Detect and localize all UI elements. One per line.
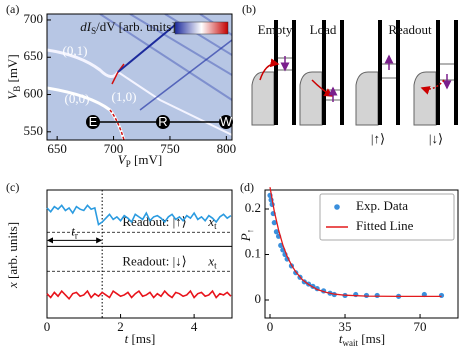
label-unit: [arb. units]	[5, 222, 20, 282]
x-tick-label: 70	[414, 319, 427, 334]
readout-label: Readout: |↑⟩	[122, 214, 186, 229]
readout-label: Readout: |↓⟩	[122, 253, 186, 268]
label-subscript: t	[214, 260, 217, 270]
charge-state: (0,0)	[65, 91, 90, 106]
y-tick-label: 700	[24, 11, 44, 26]
trace	[46, 289, 232, 301]
y-tick-label: 550	[24, 123, 44, 138]
axis-label: xt	[207, 214, 217, 231]
label-symbol: V	[5, 90, 20, 100]
label-subscript: t	[214, 221, 217, 231]
panel-label: (b)	[242, 2, 256, 16]
axis-label: dIS/dV [arb. units]	[80, 19, 175, 36]
label-symbol: P	[238, 233, 253, 242]
legend-label: Exp. Data	[356, 198, 408, 213]
energy-diagrams	[251, 20, 458, 126]
trace	[46, 204, 232, 226]
axis-label: VB [mV]	[5, 54, 22, 99]
plot-frame	[46, 13, 233, 141]
charge-state: (1,0)	[112, 89, 137, 104]
y-tick-label: 0.2	[245, 200, 261, 215]
label-subscript: r	[75, 230, 78, 240]
x-tick-label: 4	[191, 319, 198, 334]
label-subscript: wait	[343, 338, 359, 348]
panel-label: (a)	[6, 2, 19, 16]
colorbar	[174, 21, 229, 35]
stage-label: Readout	[388, 22, 432, 37]
gate-marker-label: R	[158, 114, 167, 129]
label-unit: /dV [arb. units]	[96, 19, 176, 34]
heatmap-image	[47, 14, 232, 140]
gate-marker	[86, 115, 100, 129]
data-point	[271, 220, 277, 226]
legend-label: Fitted Line	[356, 218, 414, 233]
fit-line	[269, 187, 442, 297]
axis-label: tr	[71, 223, 78, 240]
axis-label: VP [mV]	[118, 152, 162, 169]
label-symbol: t	[339, 331, 343, 346]
legend-box	[319, 193, 455, 241]
x-tick-label: 2	[117, 319, 124, 334]
state-label: |↑⟩	[371, 131, 385, 146]
charge-state: (0,1)	[63, 43, 88, 58]
label-symbol: x	[207, 253, 214, 268]
label-subscript: B	[12, 86, 22, 92]
label-unit: [ms]	[128, 331, 155, 346]
x-tick-label: 800	[217, 141, 237, 156]
x-tick-label: 650	[47, 141, 67, 156]
y-tick-label: 0	[255, 291, 262, 306]
axis-label: x [arb. units]	[5, 222, 20, 289]
data-point	[273, 229, 280, 235]
label-unit: [mV]	[5, 54, 20, 85]
axis-label: xt	[207, 253, 217, 270]
y-tick-label: 0.1	[245, 245, 261, 260]
gate-marker-label: W	[220, 114, 233, 129]
x-tick-label: 750	[160, 141, 180, 156]
label-symbol: dI	[80, 19, 92, 34]
y-tick-label: 650	[24, 48, 44, 63]
label-unit: [ms]	[358, 331, 385, 346]
panel-label: (c)	[6, 180, 19, 194]
state-label: |↓⟩	[429, 131, 443, 146]
label-symbol: t	[71, 223, 75, 238]
x-tick-label: 0	[267, 319, 274, 334]
axis-label: t [ms]	[125, 331, 156, 346]
plot-frame	[264, 189, 459, 319]
x-tick-label: 700	[104, 141, 124, 156]
data-point	[438, 292, 445, 299]
label-unit: [mV]	[131, 152, 162, 167]
stage-label: Empty	[258, 22, 293, 37]
panel-label: (d)	[240, 180, 254, 194]
label-subscript: P	[126, 159, 131, 169]
x-tick-label: 0	[44, 319, 51, 334]
y-tick-label: 600	[24, 86, 44, 101]
label-symbol: x	[5, 282, 20, 289]
label-symbol: x	[207, 214, 214, 229]
data-point	[374, 292, 380, 299]
axis-label: P↑	[238, 229, 255, 242]
label-subscript: ↑	[245, 229, 255, 234]
gate-marker	[156, 115, 170, 129]
gate-marker-label: E	[89, 114, 98, 129]
label-subscript: S	[91, 26, 96, 36]
gate-marker	[219, 115, 233, 129]
label-symbol: t	[125, 331, 129, 346]
axis-label: twait [ms]	[339, 331, 385, 348]
legend-swatch	[334, 204, 340, 210]
label-symbol: V	[118, 152, 128, 167]
stage-label: Load	[310, 22, 337, 37]
x-tick-label: 35	[339, 319, 352, 334]
plot-frame	[46, 189, 233, 319]
